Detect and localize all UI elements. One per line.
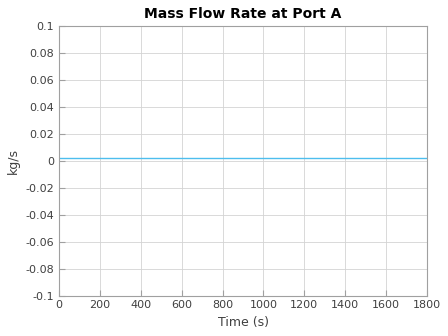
Title: Mass Flow Rate at Port A: Mass Flow Rate at Port A [144, 7, 342, 21]
X-axis label: Time (s): Time (s) [218, 316, 268, 329]
Y-axis label: kg/s: kg/s [7, 148, 20, 174]
